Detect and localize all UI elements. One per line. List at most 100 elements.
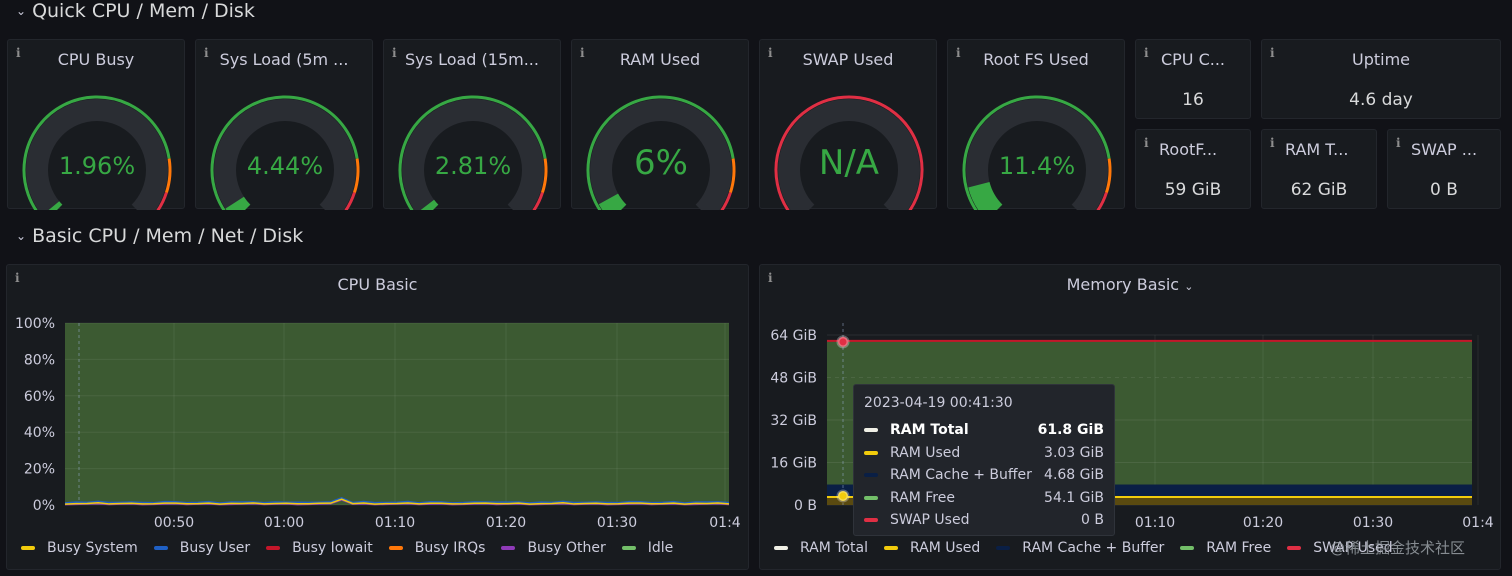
legend-label: SWAP Used	[1313, 540, 1393, 556]
info-icon[interactable]: i	[392, 46, 397, 60]
legend-item[interactable]: Busy IRQs	[388, 540, 485, 556]
y-tick-label: 80%	[24, 352, 55, 368]
gauge-dial: 6%	[586, 95, 736, 210]
cpu-basic-panel[interactable]: i CPU Basic 100% 80% 60% 40% 20% 0% 00:50 01:00…	[6, 264, 749, 570]
y-tick-label: 40%	[24, 425, 55, 441]
panel-title: Sys Load (5m ...	[219, 50, 349, 69]
ram-used-area	[827, 496, 1472, 505]
tooltip-swatch	[864, 518, 878, 523]
info-icon[interactable]: i	[768, 271, 773, 285]
x-tick-label: 01:4	[709, 515, 741, 531]
legend-item[interactable]: Busy User	[153, 540, 250, 556]
legend-item[interactable]: RAM Used	[883, 540, 980, 556]
legend-item[interactable]: RAM Total	[774, 540, 868, 556]
panel-title-text: Memory Basic	[1066, 275, 1180, 294]
stat-panel-cpu-cores[interactable]: i CPU C... 16	[1135, 39, 1251, 119]
y-tick-label: 100%	[15, 316, 55, 332]
tooltip-series-name: RAM Cache + Buffer	[890, 467, 1032, 484]
info-icon[interactable]: i	[15, 271, 20, 285]
info-icon[interactable]: i	[956, 46, 961, 60]
chevron-down-icon: ⌄	[16, 229, 27, 243]
panel-title[interactable]: Memory Basic ⌄	[760, 275, 1500, 294]
info-icon[interactable]: i	[1270, 136, 1275, 150]
y-tick-label: 16 GiB	[770, 456, 817, 472]
legend-item[interactable]: Idle	[621, 540, 673, 556]
tooltip-series-name: SWAP Used	[890, 512, 970, 529]
cpu-legend: Busy System Busy User Busy Iowait Busy IRQs…	[21, 540, 689, 556]
tooltip-swatch	[864, 428, 878, 433]
memory-legend: RAM Total RAM Used RAM Cache + Buffer RAM F…	[774, 540, 1409, 556]
gauge-value: 4.44%	[247, 152, 323, 180]
stat-value: 4.6 day	[1349, 90, 1413, 110]
row-header-quick[interactable]: ⌄ Quick CPU / Mem / Disk	[16, 0, 255, 22]
y-tick-label: 64 GiB	[770, 328, 817, 344]
stat-value: 0 B	[1430, 180, 1458, 200]
series-line-busy-user	[64, 496, 730, 504]
legend-item[interactable]: RAM Cache + Buffer	[996, 540, 1164, 556]
tooltip-swatch	[864, 450, 878, 455]
legend-item[interactable]: Busy Iowait	[266, 540, 373, 556]
gauge-value: 2.81%	[435, 152, 511, 180]
legend-item[interactable]: SWAP Used	[1287, 540, 1393, 556]
info-icon[interactable]: i	[580, 46, 585, 60]
row-title-basic: Basic CPU / Mem / Net / Disk	[32, 225, 304, 247]
panel-title: SWAP ...	[1411, 140, 1478, 159]
legend-label: RAM Total	[800, 540, 868, 556]
stat-value: 62 GiB	[1290, 180, 1348, 200]
tooltip-series-value: 61.8 GiB	[1037, 422, 1104, 439]
info-icon[interactable]: i	[768, 46, 773, 60]
gauge-dial: 11.4%	[962, 95, 1112, 210]
legend-swatch	[1287, 546, 1302, 550]
legend-swatch	[266, 546, 281, 550]
gauge-panel-2[interactable]: i Sys Load (15m... 2.81%	[383, 39, 561, 210]
legend-swatch	[621, 546, 636, 550]
legend-swatch	[153, 546, 168, 550]
gauge-fill	[225, 196, 251, 210]
gauge-dial: 4.44%	[210, 95, 360, 210]
legend-item[interactable]: Busy Other	[501, 540, 606, 556]
legend-label: Busy Other	[527, 540, 606, 556]
info-icon[interactable]: i	[1144, 46, 1149, 60]
tooltip-time: 2023-04-19 00:41:30	[864, 395, 1013, 411]
cursor-point-used	[836, 489, 850, 503]
x-tick-label: 01:20	[1243, 515, 1283, 531]
panel-title: CPU Basic	[337, 275, 418, 294]
legend-swatch	[21, 546, 35, 550]
gauge-fill	[968, 181, 1003, 210]
stat-panel-ram-total[interactable]: i RAM T... 62 GiB	[1261, 129, 1377, 209]
info-icon[interactable]: i	[204, 46, 209, 60]
info-icon[interactable]: i	[1396, 136, 1401, 150]
tooltip-series-value: 4.68 GiB	[1044, 467, 1104, 484]
gauge-panel-5[interactable]: i Root FS Used 11.4%	[947, 39, 1125, 210]
row-header-basic[interactable]: ⌄ Basic CPU / Mem / Net / Disk	[16, 225, 303, 247]
info-icon[interactable]: i	[1270, 46, 1275, 60]
legend-item[interactable]: Busy System	[21, 540, 138, 556]
stat-panel-swap-total[interactable]: i SWAP ... 0 B	[1387, 129, 1501, 209]
x-tick-label: 00:50	[154, 515, 194, 531]
legend-swatch	[388, 546, 403, 550]
x-tick-label: 01:10	[375, 515, 415, 531]
gauge-panel-4[interactable]: i SWAP Used N/A	[759, 39, 937, 210]
cpu-basic-chart[interactable]: 100% 80% 60% 40% 20% 0% 00:50 01:00 01:10 01:20 01…	[7, 265, 750, 571]
legend-swatch	[1180, 546, 1195, 550]
gauge-fill	[48, 201, 63, 210]
gauge-fill	[420, 199, 439, 210]
tooltip-series-value: 3.03 GiB	[1044, 444, 1104, 461]
tooltip-series-value: 0 B	[1081, 512, 1104, 529]
stat-panel-uptime[interactable]: i Uptime 4.6 day	[1261, 39, 1501, 119]
info-icon[interactable]: i	[16, 46, 21, 60]
info-icon[interactable]: i	[1144, 136, 1149, 150]
gauge-panel-0[interactable]: i CPU Busy 1.96%	[7, 39, 185, 210]
stat-value: 16	[1182, 90, 1204, 110]
gauge-panel-3[interactable]: i RAM Used 6%	[571, 39, 749, 210]
legend-item[interactable]: RAM Free	[1180, 540, 1271, 556]
panel-title: CPU C...	[1160, 50, 1226, 69]
chevron-down-icon[interactable]: ⌄	[1184, 280, 1194, 293]
stat-value: 59 GiB	[1164, 180, 1222, 200]
tooltip-series-value: 54.1 GiB	[1044, 489, 1104, 506]
panel-title: Root FS Used	[983, 50, 1089, 69]
y-tick-label: 20%	[24, 462, 55, 478]
stat-panel-rootfs-total[interactable]: i RootF... 59 GiB	[1135, 129, 1251, 209]
gauge-panel-1[interactable]: i Sys Load (5m ... 4.44%	[195, 39, 373, 210]
panel-title: CPU Busy	[57, 50, 135, 69]
